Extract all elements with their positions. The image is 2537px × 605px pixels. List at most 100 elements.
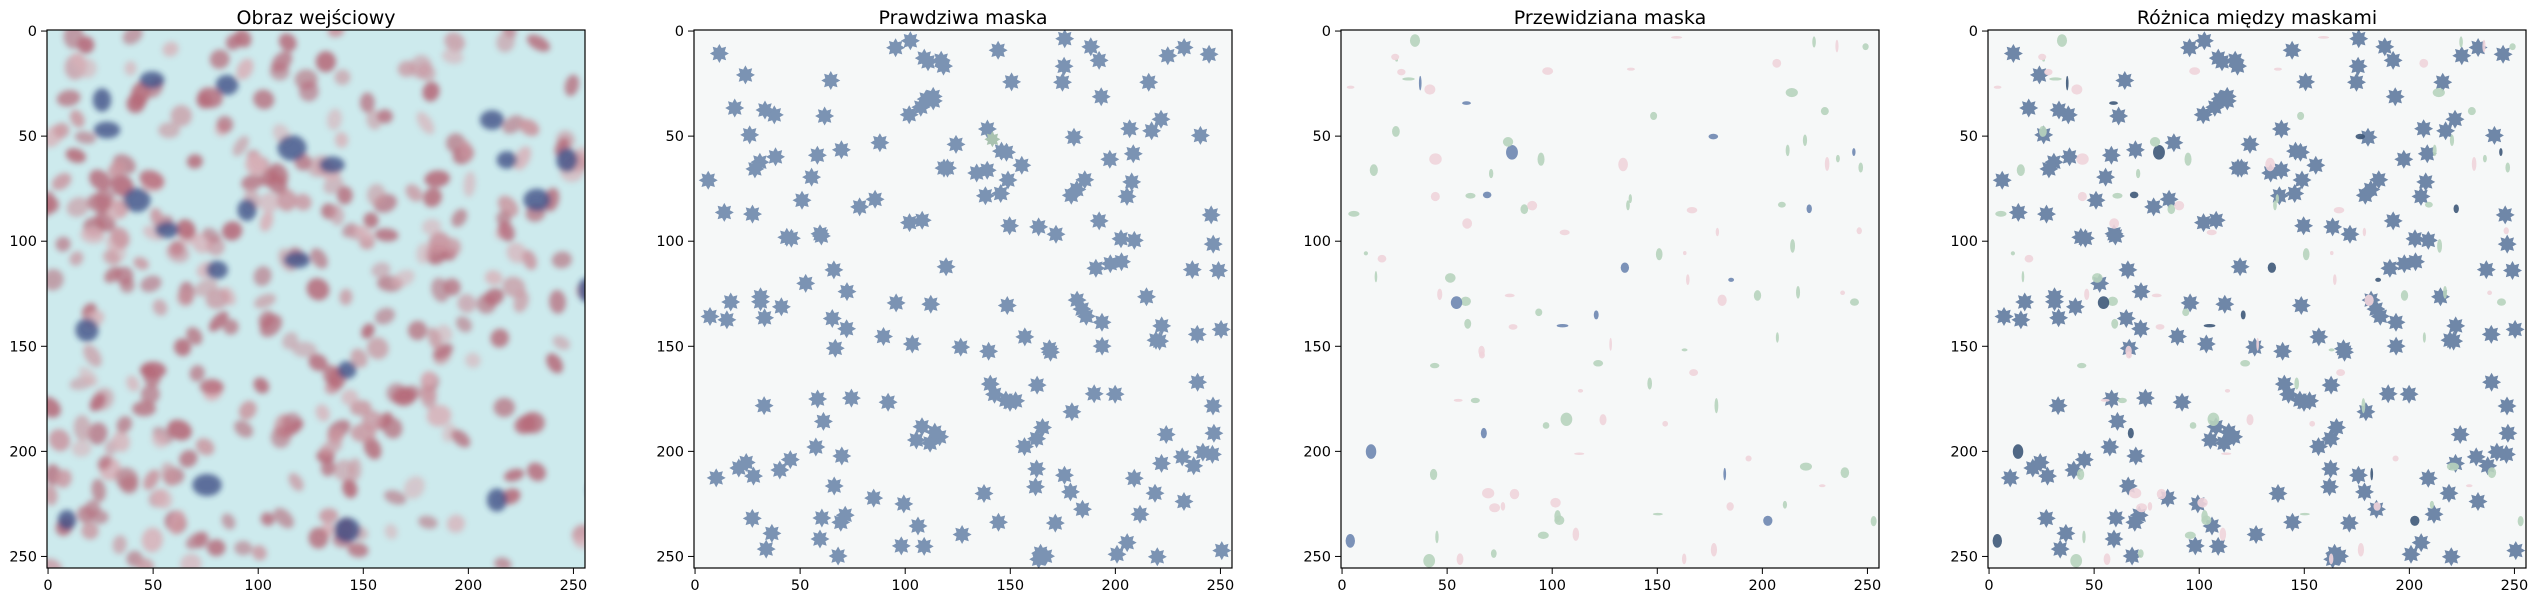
mask-star: [755, 308, 775, 328]
mask-star: [714, 202, 734, 222]
mask-star: [912, 210, 932, 230]
mask-star: [1073, 499, 1092, 519]
mask-star: [1193, 442, 1213, 462]
mask-star: [2347, 72, 2366, 92]
pred-blob: [2465, 484, 2473, 488]
mask-star: [781, 228, 801, 248]
pred-blob: [1593, 360, 1604, 367]
mask-star: [1190, 125, 1210, 145]
mask-star: [2065, 297, 2085, 317]
mask-star: [2036, 508, 2056, 528]
pred-blob: [1992, 533, 2002, 548]
mask-star: [1105, 384, 1125, 404]
mask-star: [1120, 119, 1140, 139]
pred-blob: [2275, 194, 2279, 204]
mask-star: [725, 98, 745, 118]
mask-star: [740, 125, 760, 145]
mask-star: [2445, 109, 2465, 129]
mask-star: [1000, 392, 1020, 412]
pred-blob: [2084, 288, 2090, 301]
panel-title: Prawdziwa maska: [878, 7, 1047, 29]
x-tick-label: 150: [349, 578, 377, 594]
pred-blob: [2329, 250, 2334, 256]
mask-star: [2418, 230, 2438, 250]
mask-star: [2340, 224, 2360, 244]
pred-blob: [2056, 34, 2068, 47]
pred-blob: [2174, 200, 2185, 211]
pred-blob: [2437, 239, 2443, 253]
axes-frame: [46, 29, 586, 569]
mask-star: [2039, 159, 2059, 179]
mask-star: [997, 142, 1016, 162]
pred-blob: [2221, 452, 2232, 455]
mask-star: [1086, 258, 1106, 278]
pred-blob: [2091, 273, 2103, 283]
y-tick-label: 50: [666, 129, 684, 145]
pred-blob: [1835, 39, 1839, 53]
pred-blob: [2240, 310, 2246, 320]
pred-blob: [2107, 296, 2118, 306]
mask-star: [2320, 477, 2339, 497]
mask-star: [1212, 541, 1232, 561]
x-tick-label: 0: [690, 578, 699, 594]
pred-blob: [1464, 318, 1472, 329]
pred-blob: [2482, 39, 2486, 53]
mask-star: [824, 476, 844, 496]
y-tick-label: 150: [1303, 339, 1331, 355]
mask-star: [1092, 312, 1112, 332]
x-tick-label: 100: [1538, 578, 1566, 594]
mask-star: [2135, 388, 2155, 408]
pred-blob: [2336, 369, 2346, 376]
pred-blob: [1488, 168, 1494, 179]
pred-blob: [2333, 206, 2345, 214]
mask-star: [2283, 512, 2302, 532]
mask-star: [1092, 336, 1112, 356]
pred-blob: [1537, 152, 1545, 166]
pred-blob: [1430, 362, 1440, 369]
pred-blob: [2156, 488, 2167, 500]
mask-star: [828, 546, 848, 566]
pred-blob: [1437, 288, 1443, 301]
mask-star: [2383, 50, 2403, 70]
mask-star: [997, 296, 1017, 315]
mask-star: [717, 310, 737, 330]
mask-star: [891, 536, 911, 556]
y-tick-label: 250: [9, 549, 37, 565]
mask-star: [1211, 319, 1231, 339]
mask-star: [934, 158, 954, 178]
mask-star: [743, 204, 762, 224]
pred-blob: [2482, 154, 2487, 163]
mask-star: [936, 257, 956, 277]
mask-star: [2497, 234, 2517, 254]
mask-star: [1000, 216, 1020, 236]
mask-star: [2180, 38, 2200, 58]
pred-blob: [2044, 68, 2053, 76]
mask-star: [2378, 384, 2398, 404]
mask-star: [2196, 334, 2216, 354]
pred-blob: [2429, 500, 2435, 509]
pred-blob: [1647, 377, 1653, 390]
mask-star: [745, 159, 765, 179]
x-tick-label: 200: [1102, 578, 1130, 594]
mask-star: [2294, 216, 2314, 236]
pred-blob: [2137, 549, 2144, 558]
mask-star: [2105, 226, 2125, 246]
mask-star: [979, 341, 999, 361]
mask-star: [2271, 160, 2291, 180]
pred-blob: [1626, 200, 1630, 211]
pred-blob: [1556, 324, 1569, 328]
pred-blob: [1537, 531, 1549, 539]
pred-blob: [2024, 254, 2034, 263]
pred-blob: [1681, 553, 1687, 565]
mask-star: [771, 297, 791, 317]
mask-star: [2505, 319, 2525, 339]
mask-star: [2296, 72, 2316, 92]
x-tick-label: 250: [1207, 578, 1235, 594]
mask-star: [2495, 205, 2515, 225]
mask-star: [1045, 513, 1065, 533]
pred-blob: [2362, 227, 2367, 237]
pred-blob: [1785, 88, 1798, 98]
mask-star: [1117, 533, 1137, 553]
panel-mask-difference: Różnica między maskami 0 50 100 150 200 250 0 5…: [1950, 7, 2528, 594]
pred-blob: [2499, 148, 2503, 157]
